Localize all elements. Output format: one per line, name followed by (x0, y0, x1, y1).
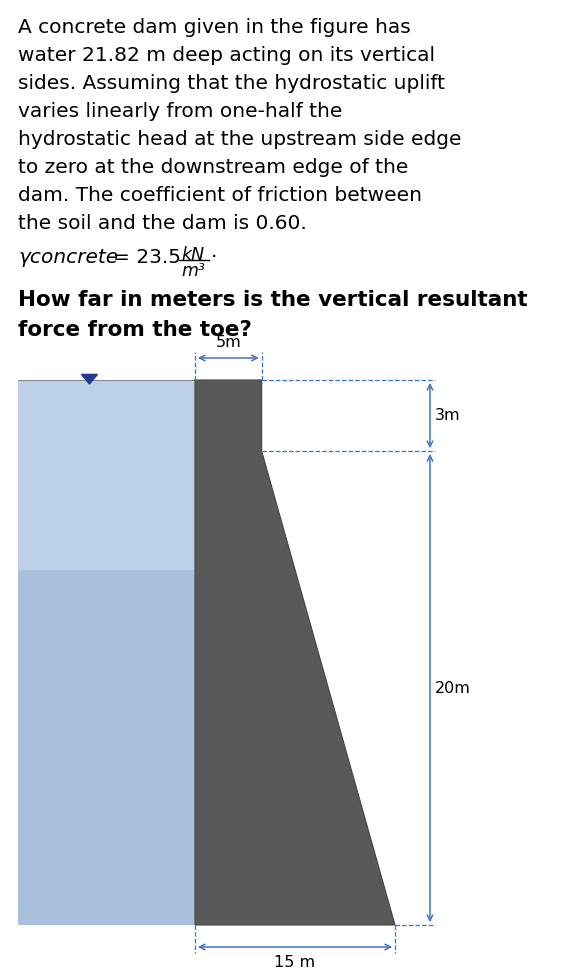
Text: to zero at the downstream edge of the: to zero at the downstream edge of the (18, 158, 408, 177)
Polygon shape (195, 380, 395, 925)
Polygon shape (18, 380, 195, 925)
Text: hydrostatic head at the upstream side edge: hydrostatic head at the upstream side ed… (18, 130, 462, 149)
Text: 15 m: 15 m (274, 955, 316, 969)
Text: kN: kN (181, 246, 204, 264)
Text: A concrete dam given in the figure has: A concrete dam given in the figure has (18, 18, 411, 37)
Polygon shape (82, 374, 97, 384)
Text: the soil and the dam is 0.60.: the soil and the dam is 0.60. (18, 214, 306, 233)
Text: 5m: 5m (216, 335, 241, 350)
Text: 20m: 20m (435, 680, 471, 696)
Text: How far in meters is the vertical resultant: How far in meters is the vertical result… (18, 290, 528, 310)
Text: dam. The coefficient of friction between: dam. The coefficient of friction between (18, 186, 422, 205)
Text: ·: · (211, 248, 217, 267)
Text: water 21.82 m deep acting on its vertical: water 21.82 m deep acting on its vertica… (18, 46, 435, 65)
Text: varies linearly from one-half the: varies linearly from one-half the (18, 102, 342, 121)
Text: = 23.5: = 23.5 (113, 248, 181, 267)
Text: 3m: 3m (435, 408, 461, 423)
Polygon shape (18, 380, 195, 570)
Text: γconcrete: γconcrete (18, 248, 118, 267)
Text: m³: m³ (181, 262, 205, 280)
Text: sides. Assuming that the hydrostatic uplift: sides. Assuming that the hydrostatic upl… (18, 74, 445, 93)
Text: force from the toe?: force from the toe? (18, 320, 252, 340)
